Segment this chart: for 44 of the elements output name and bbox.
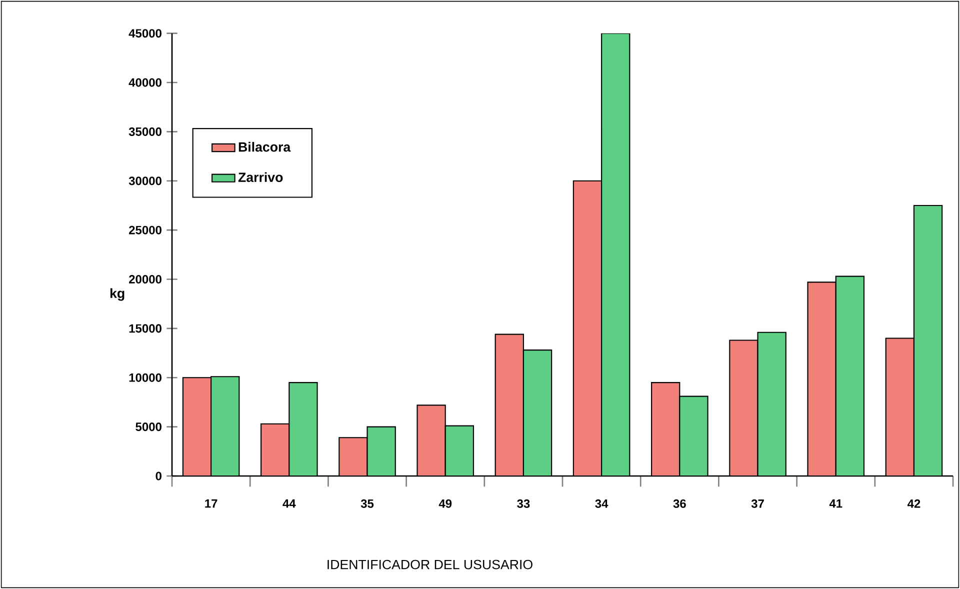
bar [835,276,865,476]
y-tick-label: 30000 [128,176,162,186]
x-tick-label: 42 [907,499,920,508]
bar [522,350,552,476]
bar [651,382,680,476]
y-tick-label: 25000 [129,226,162,234]
y-tick-label: 10000 [129,373,162,382]
bar [601,33,630,476]
x-tick-label: 33 [517,499,530,508]
x-tick-label: 44 [282,499,296,508]
y-tick-label: 0 [156,472,162,480]
bar [288,382,318,476]
bar [729,340,758,476]
bar [757,332,786,476]
bar [182,377,212,476]
bar [679,396,708,476]
bar [338,437,368,476]
bar [885,338,914,476]
legend-label: Bilacora [238,142,291,152]
x-tick-label: 35 [360,499,374,508]
x-tick-label: 17 [205,499,218,508]
y-tick-label: 20000 [129,275,162,284]
bar [444,425,474,476]
y-tick-label: 35000 [128,127,162,136]
x-tick-label: 37 [751,499,764,508]
y-tick-label: 5000 [136,422,162,432]
bar [913,204,943,476]
bar [366,426,396,476]
x-tick-label: 34 [595,499,608,508]
y-tick-label: 40000 [128,78,162,87]
bar [210,376,240,476]
bar [572,180,602,476]
legend-label: Zarrivo [238,172,283,182]
bar [260,423,290,476]
y-tick-label: 45000 [128,29,162,38]
bar [494,334,524,476]
y-axis-title: kg [110,288,124,301]
x-tick-label: 49 [438,499,452,508]
y-tick-label: 15000 [129,324,162,333]
x-tick-label: 36 [673,499,686,508]
bar [416,404,446,476]
bar [807,282,836,476]
x-axis-title: IDENTIFICADOR DEL USUSARIO [328,560,532,570]
x-tick-label: 41 [829,499,842,508]
